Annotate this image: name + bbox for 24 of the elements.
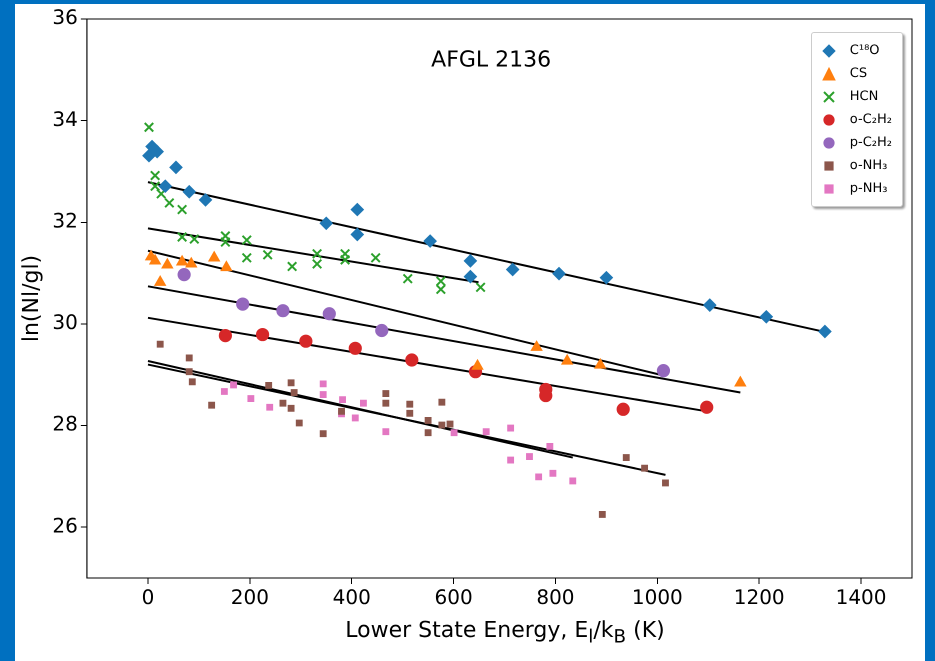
text: AFGL 2136 xyxy=(431,48,552,73)
legend-label: p-C₂H₂ xyxy=(850,135,892,150)
x-tick-label: 1400 xyxy=(836,585,887,610)
x-tick-label: 1200 xyxy=(734,585,785,610)
x-axis-title: Lower State Energy, E$_{l}$/k$_{B}$ (K) xyxy=(344,618,666,648)
y-tick-label: 28 xyxy=(52,412,78,436)
y-tick-label: 34 xyxy=(52,106,78,131)
y-tick-label: 32 xyxy=(52,208,78,232)
x-tick-label: 200 xyxy=(230,585,269,610)
legend-label: HCN xyxy=(850,89,878,104)
legend-label: CS xyxy=(850,66,868,81)
x-tick-label: 1000 xyxy=(632,585,683,610)
y-tick-label: 30 xyxy=(52,310,78,334)
legend-label: o-C₂H₂ xyxy=(850,112,892,127)
x-tick-label: 600 xyxy=(434,585,473,610)
legend-label: o-NH₃ xyxy=(850,158,888,173)
y-axis-title: ln(Nl/gl) xyxy=(18,254,44,342)
x-tick-label: 400 xyxy=(332,585,371,610)
x-tick-label: 800 xyxy=(536,585,575,610)
legend-label: p-NH₃ xyxy=(850,181,888,196)
y-tick-label: 36 xyxy=(52,5,78,30)
x-tick-label: 0 xyxy=(142,585,154,610)
y-tick-label: 26 xyxy=(52,513,78,538)
legend-label: C¹⁸O xyxy=(850,43,880,58)
